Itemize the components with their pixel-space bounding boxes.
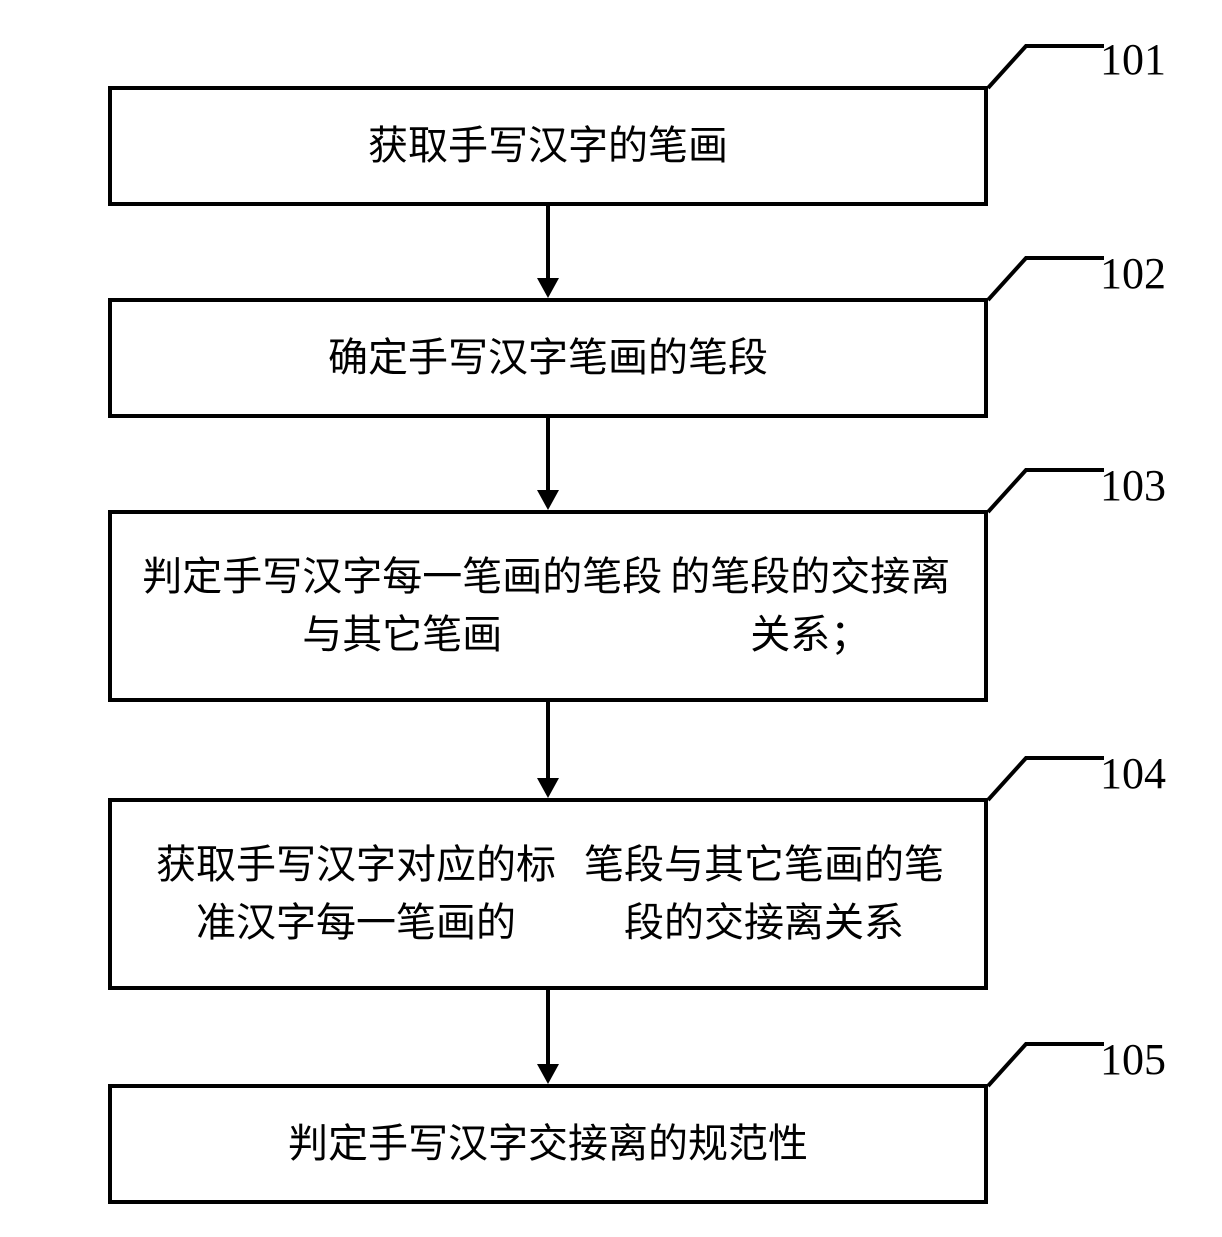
step-text-line: 确定手写汉字笔画的笔段 bbox=[328, 329, 768, 387]
callout-step4 bbox=[986, 732, 1106, 807]
step-label-step2: 102 bbox=[1100, 248, 1166, 299]
arrow-line-2 bbox=[546, 418, 550, 490]
flow-step-step3: 判定手写汉字每一笔画的笔段与其它笔画的笔段的交接离关系； bbox=[108, 510, 988, 702]
arrow-head-2 bbox=[537, 490, 559, 510]
arrow-head-3 bbox=[537, 778, 559, 798]
step-text-line: 笔段与其它笔画的笔段的交接离关系 bbox=[572, 836, 956, 952]
callout-step3 bbox=[986, 444, 1106, 519]
flow-step-step2: 确定手写汉字笔画的笔段 bbox=[108, 298, 988, 418]
step-text-line: 获取手写汉字对应的标准汉字每一笔画的 bbox=[140, 836, 572, 952]
arrow-head-4 bbox=[537, 1064, 559, 1084]
flow-step-step1: 获取手写汉字的笔画 bbox=[108, 86, 988, 206]
flow-step-step4: 获取手写汉字对应的标准汉字每一笔画的笔段与其它笔画的笔段的交接离关系 bbox=[108, 798, 988, 990]
step-label-step4: 104 bbox=[1100, 748, 1166, 799]
step-text-line: 的笔段的交接离关系； bbox=[665, 548, 956, 664]
step-label-step1: 101 bbox=[1100, 34, 1166, 85]
callout-step2 bbox=[986, 232, 1106, 307]
step-text-line: 判定手写汉字每一笔画的笔段与其它笔画 bbox=[140, 548, 665, 664]
flowchart-canvas: 获取手写汉字的笔画 101 确定手写汉字笔画的笔段 102 判定手写汉字每一笔画的笔… bbox=[0, 0, 1222, 1237]
step-label-step3: 103 bbox=[1100, 460, 1166, 511]
arrow-line-1 bbox=[546, 206, 550, 278]
step-label-step5: 105 bbox=[1100, 1034, 1166, 1085]
step-text-line: 获取手写汉字的笔画 bbox=[368, 117, 728, 175]
arrow-line-3 bbox=[546, 702, 550, 778]
callout-step1 bbox=[986, 20, 1106, 95]
step-text-line: 判定手写汉字交接离的规范性 bbox=[288, 1115, 808, 1173]
arrow-line-4 bbox=[546, 990, 550, 1064]
callout-step5 bbox=[986, 1018, 1106, 1093]
flow-step-step5: 判定手写汉字交接离的规范性 bbox=[108, 1084, 988, 1204]
arrow-head-1 bbox=[537, 278, 559, 298]
